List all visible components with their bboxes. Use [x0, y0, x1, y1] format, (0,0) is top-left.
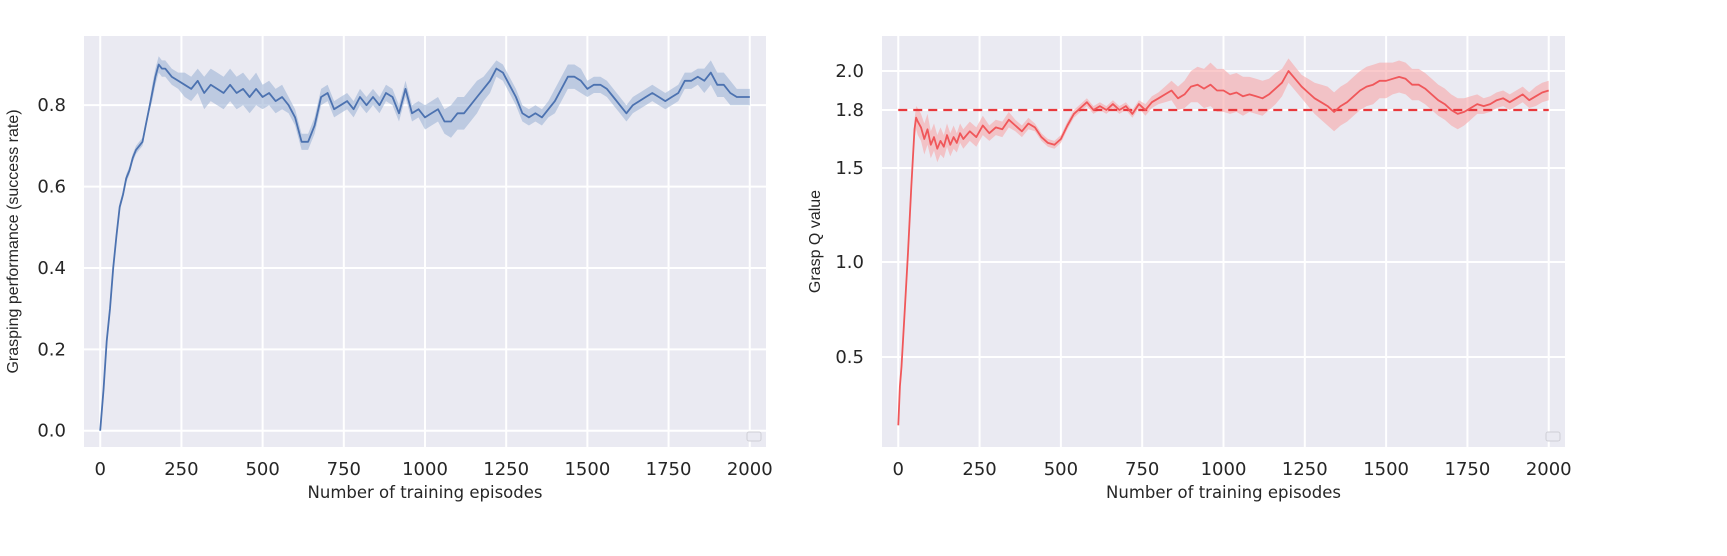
x-tick-label: 1000 [402, 459, 448, 480]
x-tick-label: 1750 [646, 459, 692, 480]
x-tick-label: 1750 [1445, 459, 1491, 480]
legend-box [1545, 431, 1561, 442]
y-axis-label: Grasping performance (success rate) [5, 109, 22, 373]
y-tick-label: 1.0 [835, 252, 864, 273]
y-tick-label: 0.0 [37, 421, 66, 442]
y-tick-label: 0.4 [37, 258, 66, 279]
x-tick-label: 1250 [1282, 459, 1328, 480]
x-tick-label: 500 [245, 459, 279, 480]
y-tick-label: 1.5 [835, 158, 864, 179]
y-tick-label: 0.5 [835, 347, 864, 368]
x-tick-label: 0 [95, 459, 106, 480]
left-chart-panel: 0 250 500 750 1000 1250 1500 1750 2000 0.0 0.2 0.4 0… [5, 36, 773, 502]
x-tick-label: 250 [962, 459, 996, 480]
y-tick-label: 0.2 [37, 339, 66, 360]
x-tick-label: 750 [1125, 459, 1159, 480]
x-tick-label: 2000 [727, 459, 773, 480]
x-axis-label: Number of training episodes [1106, 483, 1341, 502]
x-tick-label: 0 [893, 459, 904, 480]
x-tick-label: 750 [327, 459, 361, 480]
legend-box [746, 431, 762, 442]
y-tick-label: 2.0 [835, 61, 864, 82]
x-tick-label: 1500 [564, 459, 610, 480]
series-line [99, 63, 750, 431]
y-tick-label: 1.8 [835, 100, 864, 121]
series-line [897, 70, 1549, 426]
x-tick-label: 250 [164, 459, 198, 480]
x-tick-label: 500 [1044, 459, 1078, 480]
x-tick-label: 1250 [483, 459, 529, 480]
y-axis-label: Grasp Q value [807, 190, 824, 293]
y-tick-label: 0.6 [37, 177, 66, 198]
x-tick-label: 1000 [1201, 459, 1247, 480]
x-axis-label: Number of training episodes [308, 483, 543, 502]
x-tick-label: 2000 [1526, 459, 1572, 480]
x-tick-label: 1500 [1363, 459, 1409, 480]
right-chart-panel: 0 250 500 750 1000 1250 1500 1750 2000 0.5 1.0 1.5 1… [807, 36, 1572, 502]
y-tick-label: 0.8 [37, 95, 66, 116]
